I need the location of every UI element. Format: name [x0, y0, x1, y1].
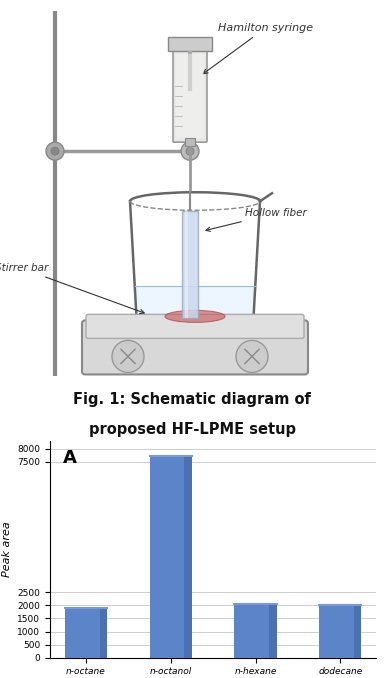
- Bar: [354, 605, 361, 658]
- Circle shape: [112, 340, 144, 372]
- Text: Hamilton syringe: Hamilton syringe: [203, 23, 313, 74]
- Bar: [269, 604, 277, 658]
- Ellipse shape: [165, 311, 225, 322]
- Bar: [185, 212, 188, 319]
- Ellipse shape: [186, 147, 194, 155]
- Bar: [182, 212, 198, 319]
- Text: Fig. 1: Schematic diagram of: Fig. 1: Schematic diagram of: [73, 392, 311, 407]
- FancyBboxPatch shape: [86, 315, 304, 338]
- Bar: [149, 456, 192, 658]
- Bar: [234, 604, 277, 658]
- Bar: [319, 605, 361, 658]
- Bar: [185, 138, 195, 146]
- Bar: [99, 608, 107, 658]
- Text: A: A: [63, 450, 77, 467]
- Ellipse shape: [51, 147, 59, 155]
- Text: proposed HF-LPME setup: proposed HF-LPME setup: [88, 422, 296, 437]
- Bar: [168, 37, 212, 51]
- Text: Stirrer bar: Stirrer bar: [0, 263, 144, 313]
- Text: Hollow fiber: Hollow fiber: [206, 208, 307, 231]
- FancyBboxPatch shape: [82, 321, 308, 374]
- FancyBboxPatch shape: [173, 50, 207, 142]
- Bar: [65, 608, 107, 658]
- Ellipse shape: [181, 142, 199, 160]
- Bar: [184, 456, 192, 658]
- Bar: [176, 54, 204, 138]
- Ellipse shape: [46, 142, 64, 160]
- Y-axis label: Peak area: Peak area: [2, 521, 12, 577]
- Circle shape: [236, 340, 268, 372]
